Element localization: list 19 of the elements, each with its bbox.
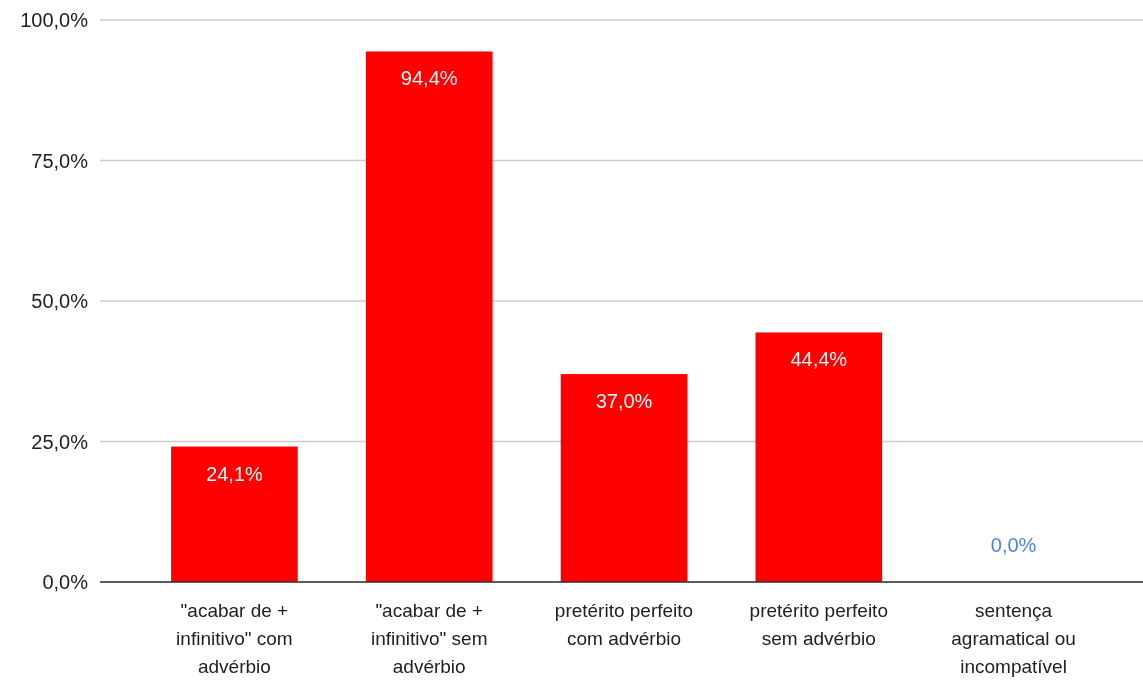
data-label: 24,1% xyxy=(206,462,263,485)
x-tick-label: pretérito perfeito sem advérbio xyxy=(749,600,888,649)
bar xyxy=(560,374,688,582)
data-label: 94,4% xyxy=(400,67,458,90)
x-tick-label: "acabar de + infinitivo" sem advérbio xyxy=(370,600,488,677)
y-tick-label: 25,0% xyxy=(31,430,89,453)
x-tick-label: "acabar de + infinitivo" com advérbio xyxy=(176,600,293,677)
y-tick-label: 75,0% xyxy=(31,149,89,172)
y-tick-label: 100,0% xyxy=(20,9,89,31)
bar xyxy=(755,332,883,582)
data-label: 0,0% xyxy=(990,534,1037,556)
bar xyxy=(171,446,298,582)
data-label: 44,4% xyxy=(790,348,848,371)
y-tick-label: 0,0% xyxy=(42,571,89,593)
x-tick-label: sentença agramatical ou incompatível xyxy=(951,600,1076,677)
bar xyxy=(365,51,493,582)
x-tick-label: pretérito perfeito com advérbio xyxy=(554,600,694,649)
y-tick-label: 50,0% xyxy=(31,290,89,312)
data-label: 37,0% xyxy=(595,390,653,413)
